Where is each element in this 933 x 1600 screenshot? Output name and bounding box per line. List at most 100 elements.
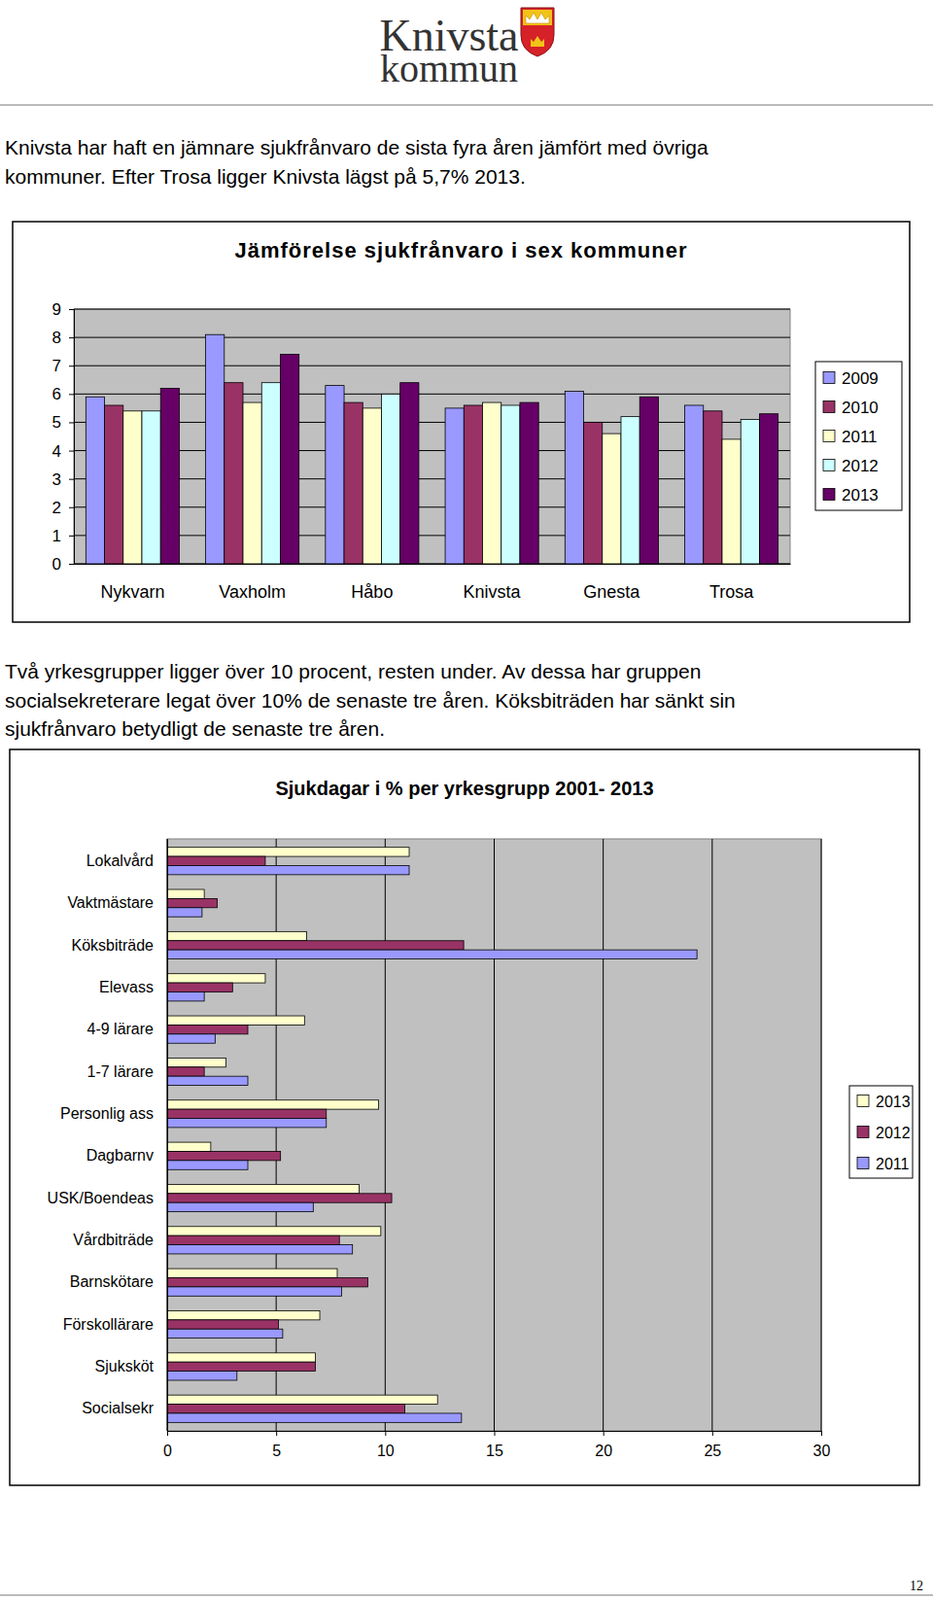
- tick: 1-7 lärare: [87, 1063, 155, 1080]
- bar: [242, 402, 262, 564]
- bar: [167, 1361, 316, 1371]
- category-label: Knivsta: [463, 582, 522, 602]
- tick-mark: [69, 421, 74, 423]
- bar: [445, 408, 464, 564]
- tick: Gnesta: [583, 582, 641, 602]
- tick: 4: [52, 441, 74, 460]
- bar: [167, 1067, 205, 1076]
- bar: [167, 991, 205, 1001]
- category-label: 1-7 lärare: [87, 1063, 155, 1080]
- legend-swatch: [823, 459, 835, 472]
- plot-background: [73, 309, 791, 564]
- paragraph: Två yrkesgrupper ligger över 10 procent,…: [4, 659, 736, 740]
- bar: [167, 1015, 305, 1025]
- tick-mark: [69, 450, 74, 452]
- tick-mark: [276, 1430, 277, 1436]
- paragraph-line: sjukfrånvaro betydligt de senaste tre år…: [4, 717, 385, 740]
- tick: 9: [52, 300, 74, 319]
- category-label: Personlig ass: [60, 1105, 154, 1122]
- tick-label: 15: [485, 1442, 504, 1459]
- bar: [167, 973, 266, 983]
- paragraph-line: Knivsta har haft en jämnare sjukfrånvaro…: [4, 136, 709, 159]
- tick: 15: [485, 1430, 504, 1459]
- bar: [224, 382, 243, 564]
- tick-label: 8: [52, 328, 62, 347]
- category-axis: LokalvårdVaktmästareKöksbiträdeElevass4-…: [47, 839, 169, 1432]
- bar: [167, 1352, 316, 1362]
- bar: [261, 382, 280, 564]
- bar: [167, 847, 410, 857]
- category-label: Trosa: [709, 582, 755, 602]
- series: [104, 382, 723, 564]
- tick: Lokalvård: [86, 852, 154, 869]
- category-label: Håbo: [350, 582, 393, 602]
- tick: 30: [813, 1430, 831, 1459]
- bar: [167, 1034, 215, 1043]
- tick: 10: [377, 1430, 395, 1459]
- grid-line: [493, 838, 495, 1431]
- tick: Nykvarn: [100, 582, 165, 602]
- bar: [167, 1183, 359, 1193]
- bar: [160, 388, 179, 564]
- logo-crest: [520, 7, 554, 57]
- logo-text: kommun: [380, 46, 519, 91]
- grid-line: [73, 309, 791, 311]
- tick: 20: [594, 1430, 613, 1459]
- bar: [621, 416, 640, 564]
- crest-crown: [525, 12, 550, 24]
- grid-line: [602, 838, 604, 1431]
- bar: [167, 864, 410, 874]
- chart: Sjukdagar i % per yrkesgrupp 2001- 20130…: [9, 749, 920, 1486]
- tick: 5: [272, 1430, 281, 1459]
- bar: [167, 1160, 248, 1170]
- bar: [519, 402, 539, 564]
- bar: [167, 982, 233, 992]
- tick-label: 4: [52, 441, 62, 460]
- axis-line: [167, 839, 169, 1432]
- grid: [73, 309, 791, 564]
- chart-title: Jämförelse sjukfrånvaro i sex kommuner: [235, 238, 689, 263]
- legend-box: [815, 361, 902, 511]
- legend-label: 2013: [841, 485, 879, 505]
- tick-label: 0: [52, 554, 62, 574]
- grid-line: [384, 838, 386, 1431]
- bar: [167, 1075, 248, 1085]
- bar: [564, 390, 584, 564]
- tick-label: 7: [52, 356, 62, 376]
- paragraph-line: Två yrkesgrupper ligger över 10 procent,…: [4, 659, 701, 683]
- tick-mark: [69, 337, 74, 339]
- category-label: Dagbarnv: [86, 1146, 154, 1164]
- paragraph: Knivsta har haft en jämnare sjukfrånvaro…: [4, 136, 709, 188]
- tick: Sjuksköt: [95, 1357, 155, 1375]
- bar: [362, 408, 381, 564]
- tick-label: 20: [594, 1442, 613, 1459]
- tick-label: 10: [377, 1442, 395, 1459]
- tick: Knivsta: [463, 582, 522, 602]
- bar: [722, 439, 741, 564]
- tick-mark: [69, 563, 74, 565]
- bar: [85, 396, 104, 564]
- legend-swatch: [857, 1126, 869, 1139]
- bar: [740, 419, 760, 564]
- tick-mark: [69, 507, 74, 509]
- bar: [167, 1226, 381, 1236]
- grid-line: [276, 838, 277, 1431]
- category-label: Vårdbiträde: [72, 1231, 154, 1248]
- tick: Vårdbiträde: [72, 1231, 154, 1248]
- bar: [167, 1150, 281, 1160]
- category-label: Vaxholm: [218, 582, 286, 602]
- category-label: Elevass: [99, 978, 154, 996]
- bar: [167, 1310, 320, 1319]
- bar: [344, 402, 363, 564]
- legend-label: 2010: [841, 398, 879, 417]
- legend-swatch: [823, 401, 835, 414]
- legend: 20092010201120122013: [815, 361, 902, 511]
- bar: [380, 393, 400, 564]
- grid: [167, 838, 822, 1431]
- bar: [325, 385, 345, 564]
- tick: 4-9 lärare: [87, 1020, 155, 1037]
- chart-frame: [12, 221, 910, 622]
- legend-label: 2013: [875, 1093, 911, 1110]
- tick: 25: [703, 1430, 722, 1459]
- page-number: 12: [909, 1578, 924, 1593]
